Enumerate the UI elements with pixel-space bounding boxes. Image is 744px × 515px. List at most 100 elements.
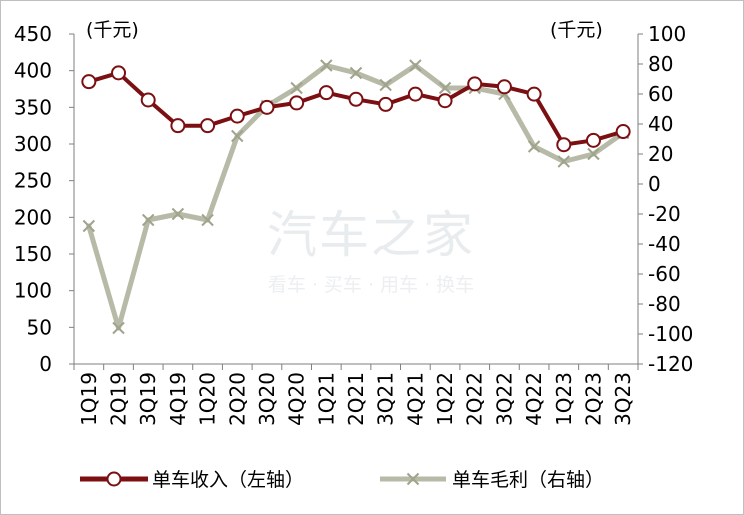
revenue-point — [170, 118, 186, 134]
gross-profit-point — [82, 219, 96, 233]
revenue-point — [378, 96, 394, 112]
right-tick-label: -20 — [648, 202, 681, 226]
gross-profit-point — [438, 81, 452, 95]
right-tick-label: -120 — [648, 352, 693, 376]
x-tick-label: 3Q20 — [255, 372, 279, 426]
x-tick-label: 3Q23 — [611, 372, 635, 426]
x-tick-label: 1Q21 — [314, 372, 338, 426]
legend-gross-profit-label: 单车毛利（右轴） — [452, 469, 604, 491]
gross-profit-marker-stroke — [142, 213, 155, 227]
left-tick-label: 100 — [14, 279, 52, 303]
revenue-point — [526, 86, 542, 102]
series-layer — [81, 59, 631, 335]
right-tick-label: 0 — [648, 172, 661, 196]
left-tick-label: 400 — [14, 59, 52, 83]
revenue-point — [467, 76, 483, 92]
gross-profit-point — [201, 213, 214, 227]
gross-profit-point — [379, 78, 392, 92]
watermark-main: 汽车之家 — [267, 206, 475, 264]
gross-profit-point — [142, 213, 155, 227]
gross-profit-point — [349, 66, 363, 80]
revenue-point — [585, 132, 601, 148]
revenue-point — [318, 85, 334, 101]
right-tick-label: -100 — [648, 322, 693, 346]
left-tick-label: 200 — [14, 205, 52, 229]
gross-profit-point — [527, 140, 541, 153]
x-tick-label: 4Q20 — [285, 372, 309, 426]
legend-revenue-marker — [106, 471, 122, 487]
gross-profit-marker-stroke — [349, 66, 363, 80]
x-tick-label: 4Q22 — [522, 372, 546, 426]
gross-profit-marker-stroke — [409, 59, 422, 72]
revenue-point — [81, 74, 97, 90]
gross-profit-marker-stroke — [112, 321, 125, 335]
x-tick-label: 4Q19 — [166, 372, 190, 426]
gross-profit-marker-stroke — [438, 81, 452, 95]
right-tick-label: 60 — [648, 82, 673, 106]
revenue-point — [348, 91, 364, 107]
gross-profit-marker-stroke — [557, 155, 570, 168]
x-tick-label: 2Q19 — [107, 372, 131, 426]
right-tick-label: -40 — [648, 232, 681, 256]
right-axis-unit: (千元) — [550, 19, 603, 41]
x-tick-label: 2Q20 — [225, 372, 249, 426]
gross-profit-marker-stroke — [527, 140, 541, 153]
revenue-point — [556, 137, 572, 153]
gross-profit-point — [290, 81, 303, 95]
gross-profit-point — [231, 129, 244, 143]
x-tick-label: 3Q22 — [492, 372, 516, 426]
x-tick-label: 1Q22 — [433, 372, 457, 426]
left-tick-label: 250 — [14, 169, 52, 193]
x-tick-label: 2Q21 — [344, 372, 368, 426]
x-tick-label: 2Q22 — [463, 372, 487, 426]
right-tick-label: 80 — [648, 52, 673, 76]
revenue-series-line — [86, 70, 626, 147]
right-tick-label: 40 — [648, 112, 673, 136]
axes: 050100150200250300350400450-120-100-80-6… — [14, 22, 694, 426]
revenue-point — [200, 118, 216, 134]
watermark-sub: 看车 · 买车 · 用车 · 换车 — [268, 274, 474, 296]
revenue-point — [615, 124, 631, 140]
legend-gross-profit-marker — [406, 472, 420, 486]
revenue-point — [289, 95, 305, 111]
x-tick-label: 3Q21 — [374, 372, 398, 426]
revenue-point — [437, 93, 453, 109]
gross-profit-point — [557, 155, 570, 168]
x-tick-label: 1Q19 — [77, 372, 101, 426]
gross-profit-point — [587, 147, 600, 161]
legend: 单车收入（左轴） 单车毛利（右轴） — [80, 469, 604, 491]
left-tick-label: 350 — [14, 95, 52, 119]
watermark: 汽车之家 看车 · 买车 · 用车 · 换车 — [267, 206, 475, 296]
gross-profit-marker-stroke — [320, 59, 333, 72]
left-tick-label: 50 — [27, 315, 52, 339]
revenue-point — [140, 92, 156, 108]
right-tick-label: -60 — [648, 262, 681, 286]
gross-profit-point — [171, 207, 185, 221]
gross-profit-marker-stroke — [201, 213, 214, 227]
gross-profit-point — [409, 59, 422, 72]
left-tick-label: 300 — [14, 132, 52, 156]
revenue-point — [259, 99, 275, 115]
x-tick-label: 1Q20 — [196, 372, 220, 426]
revenue-point — [111, 65, 127, 81]
gross-profit-marker-stroke — [290, 81, 303, 95]
x-tick-label: 4Q21 — [403, 372, 427, 426]
left-axis-unit: (千元) — [86, 19, 139, 41]
gross-profit-marker-stroke — [171, 207, 185, 221]
gross-profit-marker-stroke — [587, 147, 600, 161]
left-tick-label: 450 — [14, 22, 52, 46]
x-tick-label: 2Q23 — [581, 372, 605, 426]
gross-profit-marker-stroke — [231, 129, 244, 143]
x-tick-label: 1Q23 — [552, 372, 576, 426]
gross-profit-marker-stroke — [82, 219, 96, 233]
revenue-point — [496, 79, 512, 95]
revenue-point — [229, 108, 245, 124]
revenue-point — [407, 86, 423, 102]
right-tick-label: -80 — [648, 292, 681, 316]
gross-profit-point — [320, 59, 333, 72]
legend-revenue-label: 单车收入（左轴） — [152, 469, 304, 491]
right-tick-label: 100 — [648, 22, 686, 46]
left-tick-label: 0 — [39, 352, 52, 376]
gross-profit-point — [112, 321, 125, 335]
